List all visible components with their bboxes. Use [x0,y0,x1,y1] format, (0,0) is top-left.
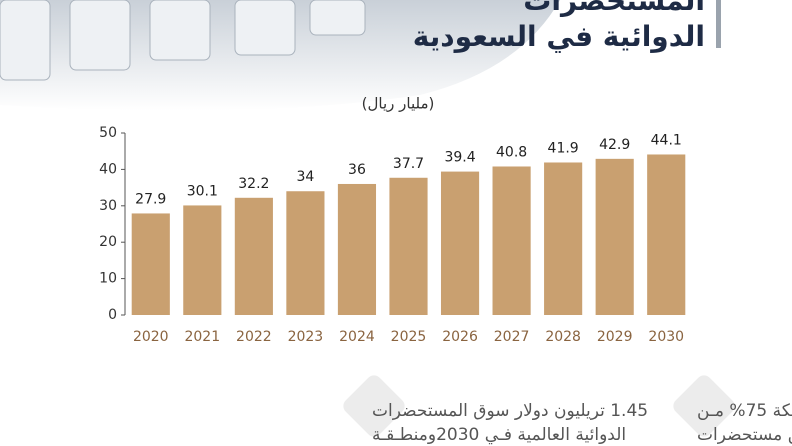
value-label: 37.7 [393,156,424,172]
x-tick-label: 2030 [648,329,684,345]
x-tick-label: 2020 [133,329,169,345]
note-line: تـستورد المملكة 75% مـن [697,401,792,421]
x-tick-label: 2024 [339,329,375,345]
value-label: 34 [296,169,314,185]
bar [647,154,686,315]
bar [389,177,428,315]
bar [234,197,273,315]
bar [544,162,583,315]
chart-title: الدوائية في السعودية [413,20,705,53]
value-label: 27.9 [135,191,166,207]
y-tick-label: 30 [99,198,117,214]
value-label: 42.9 [599,137,630,153]
y-tick-label: 40 [99,161,117,177]
value-label: 32.2 [238,176,269,192]
bar [492,166,531,315]
x-tick-label: 2021 [184,329,220,345]
x-tick-label: 2023 [288,329,324,345]
x-tick-label: 2027 [494,329,530,345]
note-line: استهلاكها من مستحضرات [697,425,792,445]
note-shapes [343,375,735,437]
y-tick-label: 50 [99,125,117,141]
value-label: 44.1 [651,132,682,148]
title-top: المستحضرات [523,0,705,17]
note-line: 1.45 تريليون دولار سوق المستحضرات [372,401,648,421]
y-tick-label: 10 [99,271,117,287]
value-label: 30.1 [187,183,218,199]
bar [595,158,634,315]
note-line: الدوائية العالمية فـي 2030ومنطـقـة [372,425,626,445]
vials [0,0,366,81]
unit-label: (مليار ريال) [362,95,435,113]
value-label: 36 [348,162,366,178]
value-label: 40.8 [496,144,527,160]
y-tick-label: 0 [108,307,117,323]
x-tick-label: 2029 [597,329,633,345]
x-tick-label: 2022 [236,329,272,345]
title-bar [716,0,721,48]
bar [131,213,170,315]
x-tick-label: 2025 [391,329,427,345]
bar [183,205,222,315]
value-label: 41.9 [548,140,579,156]
bar [286,191,325,315]
x-tick-label: 2028 [545,329,581,345]
value-label: 39.4 [444,150,475,166]
bar [337,183,377,315]
x-tick-label: 2026 [442,329,478,345]
bar [440,171,480,315]
y-tick-label: 20 [99,234,117,250]
